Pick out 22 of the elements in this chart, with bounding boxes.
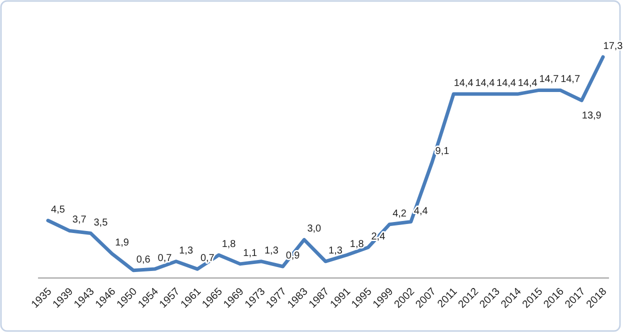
data-label: 0,7 xyxy=(158,253,172,264)
data-label: 4,2 xyxy=(392,208,407,220)
data-label: 1,1 xyxy=(243,248,258,259)
data-label: 14,7 xyxy=(560,74,580,86)
data-label: 3,7 xyxy=(72,214,87,226)
data-label: 1,8 xyxy=(222,239,236,250)
data-label: 0,6 xyxy=(136,254,151,266)
data-label: 3,0 xyxy=(307,224,322,235)
data-label: 1,8 xyxy=(350,239,364,250)
data-label: 14,4 xyxy=(496,78,516,90)
data-label: 1,3 xyxy=(328,245,343,256)
data-label: 14,4 xyxy=(518,78,538,90)
data-label: 1,3 xyxy=(264,245,279,256)
data-label: 14,4 xyxy=(475,78,496,90)
data-label: 1,9 xyxy=(115,238,130,249)
data-label: 3,5 xyxy=(94,217,108,228)
data-label: 1,3 xyxy=(179,245,194,256)
data-label: 13,9 xyxy=(582,110,602,122)
data-label: 17,3 xyxy=(603,41,624,52)
data-label: 4,5 xyxy=(51,204,66,216)
data-label: 14,7 xyxy=(539,74,560,86)
data-label: 14,4 xyxy=(454,78,474,90)
